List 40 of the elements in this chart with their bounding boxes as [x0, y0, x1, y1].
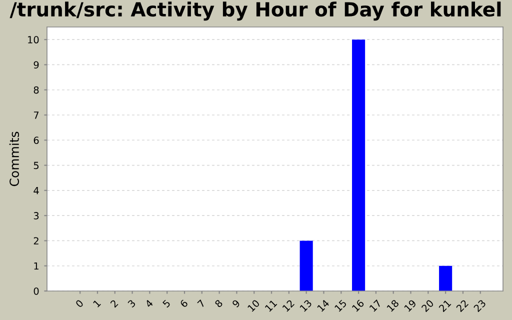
y-tick-label: 7: [34, 112, 39, 119]
y-tick-label: 0: [34, 287, 39, 295]
x-tick-label: 23: [473, 299, 486, 312]
x-tick-label: 14: [317, 299, 330, 312]
x-tick-label: 16: [352, 299, 364, 312]
x-tick-label: 2: [110, 299, 118, 308]
x-tick-label: 1: [92, 299, 101, 308]
x-tick-label: 18: [386, 299, 400, 312]
x-tick-label: 9: [232, 299, 240, 308]
y-tick-label: 3: [34, 212, 39, 220]
x-tick-label: 19: [404, 299, 417, 312]
x-tick-label: 6: [180, 299, 188, 308]
x-tick-label: 8: [214, 299, 224, 308]
y-axis-title: Commits: [9, 132, 20, 186]
y-tick-label: 9: [34, 61, 39, 69]
y-tick-label: 1: [34, 262, 38, 270]
x-tick-label: 22: [456, 299, 469, 312]
y-tick-label: 2: [34, 237, 38, 244]
x-tick-label: 5: [162, 299, 171, 308]
x-tick-label: 12: [282, 299, 295, 312]
y-tick-label: 5: [34, 162, 39, 170]
x-tick-label: 3: [127, 299, 136, 308]
x-tick-label: 11: [264, 299, 278, 312]
x-tick-label: 10: [247, 299, 260, 312]
bar: [439, 266, 452, 291]
x-tick-label: 20: [421, 299, 434, 312]
x-tick-label: 17: [369, 299, 382, 312]
y-tick-label: 4: [34, 187, 39, 194]
x-tick-label: 21: [438, 299, 452, 312]
bar: [300, 240, 313, 291]
x-tick-label: 7: [197, 299, 206, 308]
x-tick-label: 15: [334, 299, 347, 312]
x-tick-label: 4: [144, 299, 154, 308]
y-tick-label: 8: [34, 86, 39, 94]
y-tick-label: 6: [34, 136, 39, 144]
x-tick-label: 13: [300, 299, 312, 312]
x-tick-label: 0: [75, 299, 84, 308]
chart-title: /trunk/src: Activity by Hour of Day for kunkel: [10, 2, 501, 21]
bar: [352, 40, 366, 291]
y-tick-label: 10: [28, 36, 39, 44]
